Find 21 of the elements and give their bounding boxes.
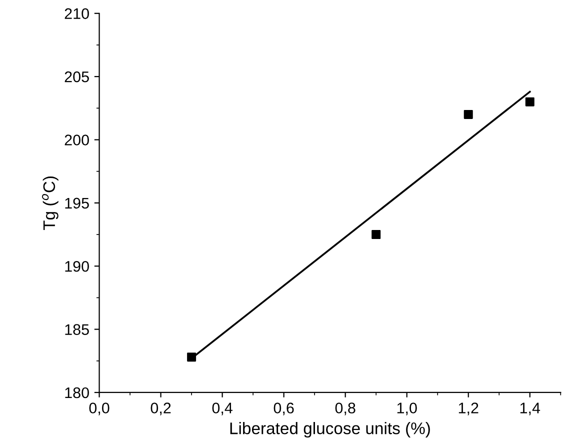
x-tick-label: 0,6 bbox=[274, 402, 294, 416]
y-tick-label: 210 bbox=[64, 8, 89, 20]
point bbox=[525, 97, 534, 106]
x-tick-label: 1,0 bbox=[397, 402, 417, 416]
y-tick-label: 205 bbox=[64, 71, 89, 82]
y-axis-title: Tg ($^{o}$C) bbox=[42, 176, 58, 230]
x-tick-label: 0,4 bbox=[212, 402, 232, 416]
y-tick-label: 195 bbox=[65, 198, 89, 209]
x-tick-label: 0,2 bbox=[150, 402, 171, 416]
point bbox=[464, 110, 473, 119]
point bbox=[372, 230, 381, 240]
y-tick-label: 185 bbox=[65, 324, 89, 335]
x-tick-label: 1,2 bbox=[458, 402, 478, 416]
y-tick-label: 200 bbox=[64, 134, 89, 146]
y-tick-label: 190 bbox=[65, 260, 89, 272]
point bbox=[187, 352, 196, 362]
x-tick-label: 1,4 bbox=[520, 402, 540, 416]
y-tick-label: 180 bbox=[65, 387, 89, 398]
x-tick-label: 0,8 bbox=[335, 402, 356, 416]
x-tick-label: 0,0 bbox=[89, 402, 110, 416]
x-axis-title: Liberated glucose units (%) bbox=[230, 422, 430, 438]
